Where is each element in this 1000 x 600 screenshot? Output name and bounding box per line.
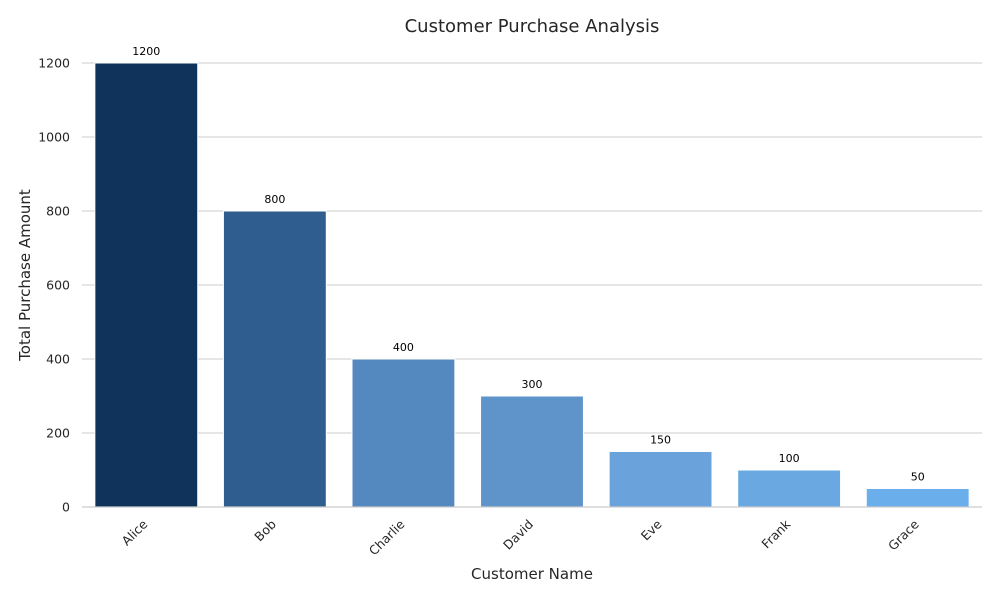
value-label: 300 [522,378,543,391]
value-label: 150 [650,434,671,447]
y-axis-label: Total Purchase Amount [16,189,34,362]
bar-david [480,395,584,508]
value-label: 800 [264,193,285,206]
value-label: 1200 [132,45,160,58]
bar-charlie [351,358,456,508]
value-labels: 1200 800 400 300 150 100 50 [132,45,924,484]
y-tick-labels: 0 200 400 600 800 1000 1200 [38,56,70,515]
y-tick-label: 600 [46,278,70,293]
y-tick-label: 1200 [38,56,70,71]
x-tick-label: Bob [251,516,279,544]
bar-bob [222,210,327,508]
bar-frank [737,469,842,508]
value-label: 400 [393,341,414,354]
x-tick-label: Alice [119,516,151,548]
x-tick-labels: Alice Bob Charlie David Eve Frank Grace [119,516,923,558]
value-label: 100 [779,452,800,465]
y-tick-label: 200 [46,426,70,441]
bar-eve [608,451,713,508]
x-tick-label: Frank [758,516,793,551]
y-tick-label: 400 [46,352,70,367]
bar-alice [94,62,199,508]
y-tick-label: 1000 [38,130,70,145]
bars [94,62,970,508]
x-tick-label: Charlie [366,516,408,558]
x-tick-label: David [500,517,536,553]
x-tick-label: Eve [638,516,665,543]
x-axis-label: Customer Name [471,565,593,583]
value-label: 50 [911,471,925,484]
y-tick-label: 0 [62,500,70,515]
bar-grace [865,488,970,508]
x-tick-label: Grace [885,516,922,553]
y-tick-label: 800 [46,204,70,219]
chart-title: Customer Purchase Analysis [405,16,660,37]
